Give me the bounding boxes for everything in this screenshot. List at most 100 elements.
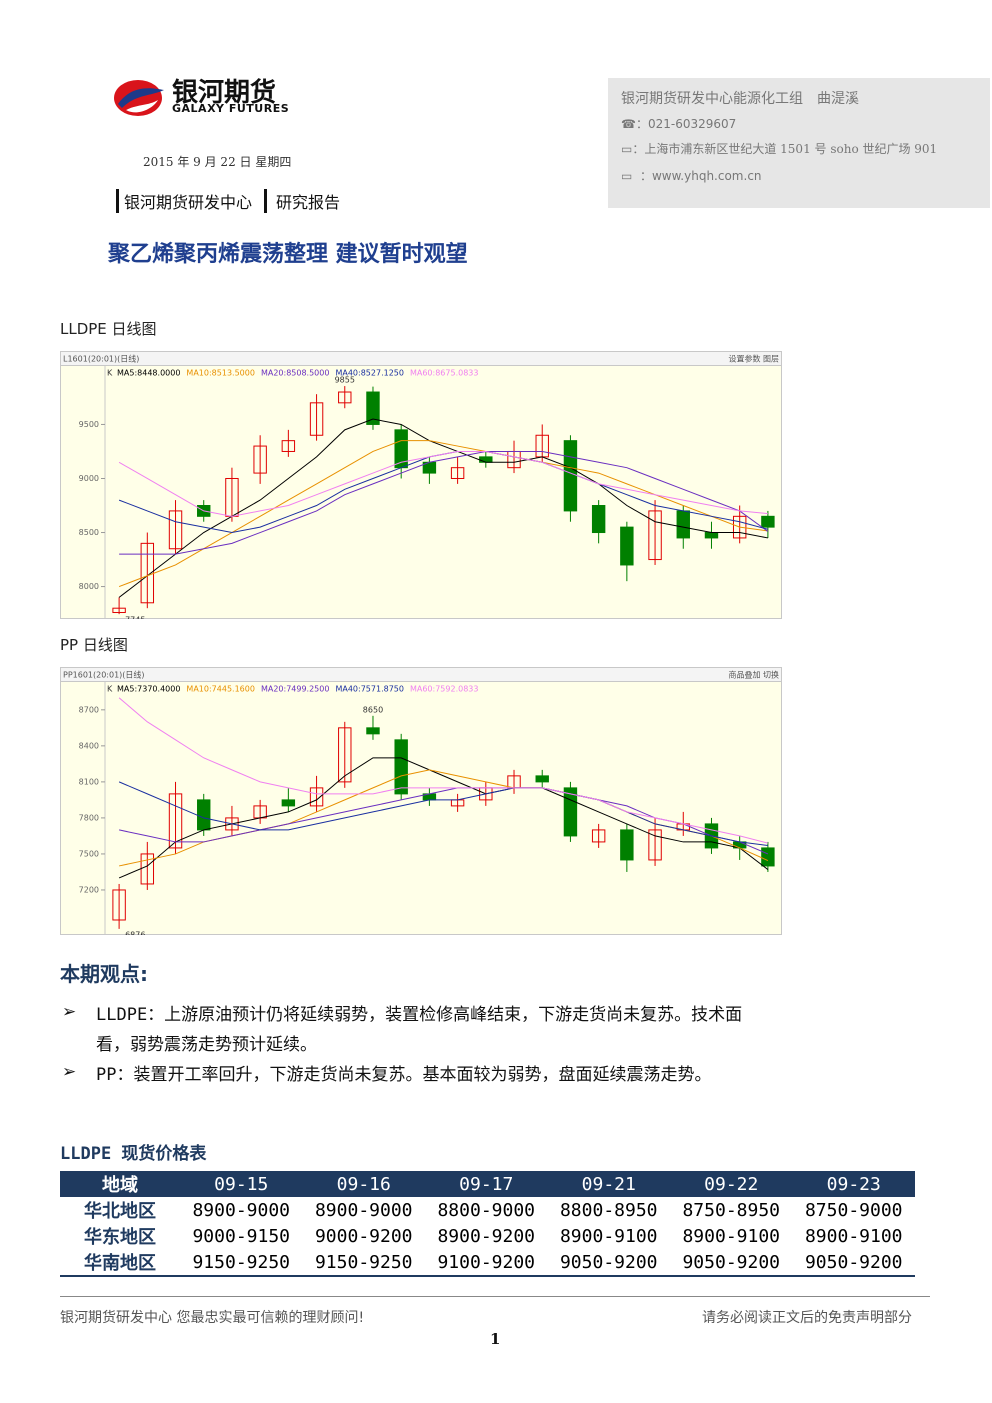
address: ：上海市浦东新区世纪大道 1501 号 soho 世纪广场 901: [632, 142, 938, 156]
candle-body: [479, 456, 493, 463]
table-cell: 9150-9250: [314, 1251, 413, 1273]
table-cell: 9100-9200: [437, 1251, 536, 1273]
candle-body: [450, 467, 465, 479]
report-type: 研究报告: [264, 189, 340, 213]
table-cell: 9000-9150: [192, 1225, 291, 1247]
legend-entry: MA20:8508.5000: [261, 369, 330, 378]
table-cell: 8900-9000: [314, 1199, 413, 1221]
candle-body: [338, 727, 352, 783]
table-title: LLDPE 现货价格表: [60, 1144, 207, 1164]
table-cell: 9050-9200: [804, 1251, 903, 1273]
y-tick-label: 7200: [79, 885, 99, 894]
footer-right: 请务必阅读正文后的免责声明部分: [702, 1310, 912, 1326]
table-cell: 华南地区: [84, 1253, 156, 1274]
chart-header-left: PP1601(20:01)(日线): [63, 670, 145, 680]
candle-body: [704, 532, 719, 539]
candle-body: [366, 391, 380, 425]
y-tick-label: 8400: [79, 741, 99, 750]
bullet: PP：装置开工率回升，下游走货尚未复苏。基本面较为弱势，盘面延续震荡走势。: [96, 1065, 712, 1085]
legend-entry: MA5:7370.4000: [117, 685, 180, 694]
legend-entry: MA10:7445.1600: [186, 685, 255, 694]
candle-body: [168, 510, 183, 550]
ma-line: [118, 440, 768, 588]
table-cell: 8900-9100: [559, 1225, 658, 1247]
candle-body: [253, 445, 267, 474]
candle-body: [366, 727, 380, 735]
legend-entry: MA40:8527.1250: [335, 369, 404, 378]
y-tick-label: 7800: [79, 813, 99, 822]
candle-body: [761, 515, 775, 528]
table-cell: 8750-8950: [682, 1199, 781, 1221]
k-label: K: [107, 685, 113, 694]
candle-body: [338, 391, 352, 404]
chart-header-right: 设置参数 图层: [728, 354, 779, 364]
candle-body: [535, 775, 549, 783]
legend-entry: MA60:7592.0833: [410, 685, 479, 694]
table-cell: 华东地区: [84, 1227, 156, 1248]
ma-line: [118, 781, 768, 847]
contact-phone: ☎：021-60329607: [621, 117, 737, 131]
table-cell: 8900-9200: [437, 1225, 536, 1247]
y-tick-label: 7500: [79, 849, 99, 858]
logo-cn: 银河期货: [172, 78, 277, 108]
candle-body: [197, 799, 211, 831]
dept: 银河期货研发中心: [116, 189, 252, 213]
candle-body: [648, 510, 662, 561]
candle-body: [648, 829, 662, 861]
website: ：www.yhqh.com.cn: [639, 169, 762, 183]
legend-entry: MA10:8513.5000: [186, 369, 255, 378]
candle-body: [309, 787, 324, 807]
legend-entry: MA40:7571.8750: [335, 685, 404, 694]
chart-header-left: L1601(20:01)(日线): [63, 354, 139, 364]
candle-body: [620, 829, 634, 861]
logo-en: GALAXY FUTURES: [172, 102, 290, 115]
table-cell: 8900-9000: [192, 1199, 291, 1221]
ma-line: [118, 697, 769, 844]
table-cell: 9150-9250: [192, 1251, 291, 1273]
legend-entry: MA60:8675.0833: [410, 369, 479, 378]
extreme-label: 8650: [363, 705, 383, 714]
k-label: K: [107, 369, 113, 378]
contact-website: ▭ ：www.yhqh.com.cn: [621, 169, 762, 183]
ma-line: [118, 450, 768, 517]
chart: L1601(20:01)(日线) 设置参数 图层 8000 8500 9000 9500 K…: [60, 351, 782, 619]
extreme-label: 9855: [335, 376, 355, 385]
candle-body: [112, 607, 126, 614]
header-cell: 地域: [60, 1171, 180, 1197]
bullet: LLDPE：上游原油预计仍将延续弱势，装置检修高峰结束，下游走货尚未复苏。技术面…: [96, 1005, 743, 1055]
table-cell: 华北地区: [84, 1201, 156, 1222]
y-tick-label: 9000: [79, 474, 99, 483]
candle-body: [591, 505, 606, 534]
chart-header: [60, 351, 782, 366]
table-cell: 8900-9100: [804, 1225, 903, 1247]
views-heading: 本期观点:: [60, 962, 148, 986]
candle-body: [591, 829, 606, 843]
phone: ：021-60329607: [635, 117, 737, 131]
candle-body: [281, 799, 296, 807]
candle-body: [281, 440, 296, 452]
chart: PP1601(20:01)(日线) 商品叠加 切换 7200 7500 7800 8100…: [60, 667, 782, 935]
chart-title: LLDPE 日线图: [60, 320, 157, 338]
y-tick-label: 8500: [79, 528, 99, 537]
table-row: 华北地区 8900-9000 8900-9000 8800-9000 8800-8950…: [60, 1197, 915, 1223]
candle-body: [563, 787, 578, 837]
candle-body: [563, 440, 578, 512]
extreme-label: 7745: [125, 616, 145, 619]
table-header-row: 地域 09-15 09-16 09-17 09-21 09-22 09-23: [60, 1171, 915, 1197]
table-cell: 9050-9200: [682, 1251, 781, 1273]
page-number: 1: [490, 1330, 501, 1348]
price-table: 地域 09-15 09-16 09-17 09-21 09-22 09-23 华北地区 8900…: [60, 1171, 915, 1277]
footer-rule: [60, 1296, 930, 1297]
extreme-label: 6876: [125, 930, 145, 935]
candle-body: [620, 526, 634, 566]
header-cell: 09-16: [302, 1171, 425, 1197]
ma-line: [118, 418, 768, 598]
bullet-marker: ➢: [62, 1002, 77, 1022]
candle-body: [168, 793, 183, 849]
table-cell: 9050-9200: [559, 1251, 658, 1273]
logo-icon: [114, 80, 164, 116]
ma-line: [118, 757, 769, 879]
ma-line: [119, 450, 769, 555]
y-tick-label: 8700: [79, 705, 99, 714]
